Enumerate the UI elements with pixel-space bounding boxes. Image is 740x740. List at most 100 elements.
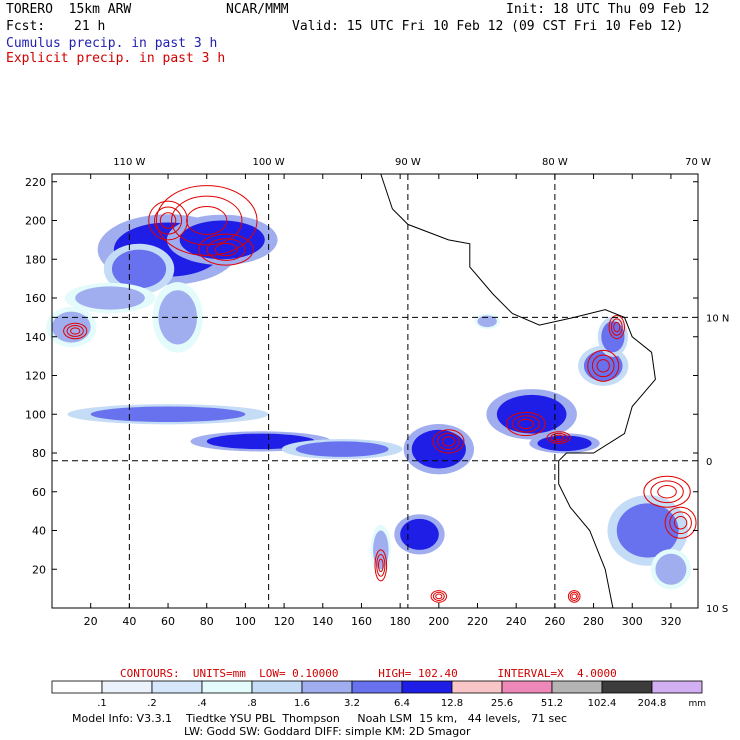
colorbar-swatch bbox=[401, 680, 453, 694]
contours-info: CONTOURS: UNITS=mm LOW= 0.10000 HIGH= 10… bbox=[120, 667, 617, 680]
colorbar-swatch bbox=[601, 680, 653, 694]
forecast-hours: 21 h bbox=[74, 19, 106, 34]
colorbar-swatch bbox=[201, 680, 253, 694]
x-tick-label: 240 bbox=[506, 615, 527, 628]
y-tick-label: 200 bbox=[25, 215, 46, 228]
explicit-contour bbox=[673, 516, 688, 530]
explicit-contour bbox=[198, 233, 254, 266]
explicit-contour bbox=[186, 206, 228, 235]
y-tick-label: 160 bbox=[25, 292, 46, 305]
colorbar-swatch bbox=[501, 680, 553, 694]
explicit-contour bbox=[657, 485, 677, 499]
colorbar-swatch bbox=[451, 680, 503, 694]
colorbar-level: 204.8 bbox=[638, 698, 667, 709]
coastline bbox=[380, 173, 656, 609]
explicit-contour bbox=[441, 436, 456, 447]
explicit-contour bbox=[591, 354, 615, 378]
colorbar-unit: mm bbox=[688, 699, 706, 709]
explicit-contour bbox=[148, 200, 188, 241]
explicit-contour bbox=[511, 415, 540, 433]
explicit-contour bbox=[571, 593, 578, 600]
latitude-label: 10 S bbox=[706, 604, 728, 615]
explicit-contour bbox=[432, 591, 445, 601]
y-tick-label: 20 bbox=[32, 563, 46, 576]
model-info: Model Info: V3.3.1 Tiedtke YSU PBL Thomp… bbox=[72, 712, 568, 725]
colorbar-level: 3.2 bbox=[344, 698, 360, 709]
cumulus-region bbox=[583, 350, 623, 382]
model-title: TORERO 15km ARW bbox=[6, 2, 132, 17]
explicit-contour bbox=[377, 558, 384, 573]
explicit-contour bbox=[154, 206, 183, 235]
cumulus-region bbox=[537, 435, 592, 452]
x-tick-label: 260 bbox=[544, 615, 565, 628]
explicit-contour bbox=[66, 325, 84, 337]
x-tick-label: 80 bbox=[200, 615, 214, 628]
colorbar-swatch bbox=[101, 680, 153, 694]
explicit-contour bbox=[376, 554, 386, 577]
cumulus-region bbox=[400, 518, 439, 550]
x-tick-label: 120 bbox=[274, 615, 295, 628]
x-tick-label: 20 bbox=[84, 615, 98, 628]
explicit-legend: Explicit precip. in past 3 h bbox=[6, 51, 226, 66]
explicit-contour bbox=[374, 549, 388, 582]
explicit-contour bbox=[587, 349, 620, 382]
colorbar-level: 51.2 bbox=[541, 698, 563, 709]
org-label: NCAR/MMM bbox=[226, 2, 289, 17]
colorbar-swatch bbox=[151, 680, 203, 694]
explicit-contour bbox=[546, 431, 571, 444]
explicit-contour bbox=[608, 314, 626, 340]
longitude-label: 70 W bbox=[685, 157, 711, 168]
explicit-contour bbox=[159, 212, 177, 229]
explicit-contour bbox=[613, 321, 621, 333]
explicit-contour bbox=[63, 322, 88, 340]
colorbar-swatch bbox=[251, 680, 303, 694]
x-tick-label: 320 bbox=[660, 615, 681, 628]
y-tick-label: 80 bbox=[32, 447, 46, 460]
cumulus-region bbox=[477, 315, 497, 328]
init-time: Init: 18 UTC Thu 09 Feb 12 bbox=[506, 2, 710, 17]
longitude-label: 80 W bbox=[542, 157, 568, 168]
cumulus-region bbox=[90, 406, 246, 422]
y-tick-label: 120 bbox=[25, 370, 46, 383]
colorbar-level: .8 bbox=[247, 698, 257, 709]
latitude-label: 10 N bbox=[706, 313, 729, 324]
physics-info: LW: Godd SW: Goddard DIFF: simple KM: 2D… bbox=[184, 725, 471, 738]
x-tick-label: 100 bbox=[235, 615, 256, 628]
colorbar-swatch bbox=[651, 680, 703, 694]
latitude-label: 0 bbox=[706, 457, 712, 468]
longitude-label: 100 W bbox=[253, 157, 285, 168]
explicit-contour bbox=[430, 590, 448, 603]
cumulus-region bbox=[411, 429, 466, 469]
x-tick-label: 200 bbox=[428, 615, 449, 628]
plot-frame bbox=[51, 173, 699, 609]
y-tick-label: 180 bbox=[25, 253, 46, 266]
colorbar-swatch bbox=[351, 680, 403, 694]
explicit-contour bbox=[650, 480, 684, 504]
cumulus-legend: Cumulus precip. in past 3 h bbox=[6, 36, 218, 51]
colorbar-swatch bbox=[301, 680, 353, 694]
valid-time: Valid: 15 UTC Fri 10 Feb 12 (09 CST Fri … bbox=[292, 19, 684, 34]
explicit-contour bbox=[506, 411, 546, 437]
cumulus-region bbox=[655, 553, 687, 585]
x-tick-label: 220 bbox=[467, 615, 488, 628]
explicit-contour bbox=[206, 238, 246, 261]
explicit-contour bbox=[643, 475, 691, 508]
x-tick-label: 160 bbox=[351, 615, 372, 628]
forecast-label: Fcst: bbox=[6, 19, 46, 34]
explicit-contour bbox=[432, 429, 465, 454]
explicit-contour bbox=[437, 432, 460, 451]
explicit-contour bbox=[553, 434, 564, 441]
explicit-contour bbox=[517, 418, 535, 430]
x-tick-label: 280 bbox=[583, 615, 604, 628]
cumulus-region bbox=[616, 503, 679, 558]
colorbar-level: .2 bbox=[147, 698, 157, 709]
cumulus-region bbox=[496, 394, 567, 434]
colorbar-level: 6.4 bbox=[394, 698, 410, 709]
colorbar-swatch bbox=[551, 680, 603, 694]
explicit-contour bbox=[569, 591, 579, 601]
cumulus-region bbox=[295, 441, 389, 457]
cumulus-region bbox=[111, 249, 167, 289]
y-tick-label: 140 bbox=[25, 331, 46, 344]
explicit-contour bbox=[155, 185, 258, 256]
